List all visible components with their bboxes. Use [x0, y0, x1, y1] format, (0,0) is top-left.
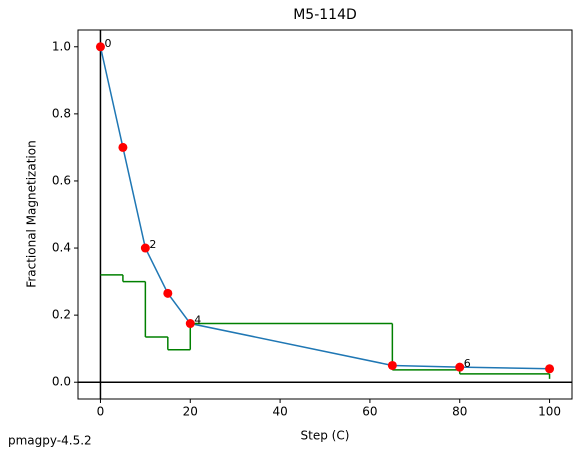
point [163, 288, 173, 298]
x-tick-label: 60 [362, 405, 377, 419]
line [99, 46, 550, 370]
y-tick-label: 0.2 [52, 308, 71, 322]
footer: pmagpy-4.5.2 [8, 434, 92, 448]
point-label: 6 [464, 357, 471, 370]
point [387, 360, 397, 370]
point-label: 2 [149, 238, 156, 251]
point-label: 4 [194, 314, 201, 327]
x-tick-label: 20 [183, 405, 198, 419]
point [455, 362, 465, 372]
y-tick-label: 0.4 [52, 241, 71, 255]
y-tick-label: 0.8 [52, 106, 71, 120]
point [118, 142, 128, 152]
point [185, 319, 195, 329]
point-label: 0 [104, 37, 111, 50]
chart-title: M5-114D [293, 7, 357, 23]
point [95, 42, 105, 52]
x-tick-label: 0 [97, 405, 105, 419]
y-axis-label: Fractional Magnetization [25, 140, 39, 287]
y-tick-label: 1.0 [52, 39, 71, 53]
x-tick-label: 100 [538, 405, 561, 419]
x-axis-label: Step (C) [301, 429, 350, 443]
x-tick-label: 40 [272, 405, 287, 419]
plot-frame [77, 29, 573, 400]
point [545, 364, 555, 374]
x-tick-label: 80 [452, 405, 467, 419]
y-tick-label: 0.6 [52, 173, 71, 187]
point [140, 243, 150, 253]
y-tick-label: 0.0 [52, 375, 71, 389]
